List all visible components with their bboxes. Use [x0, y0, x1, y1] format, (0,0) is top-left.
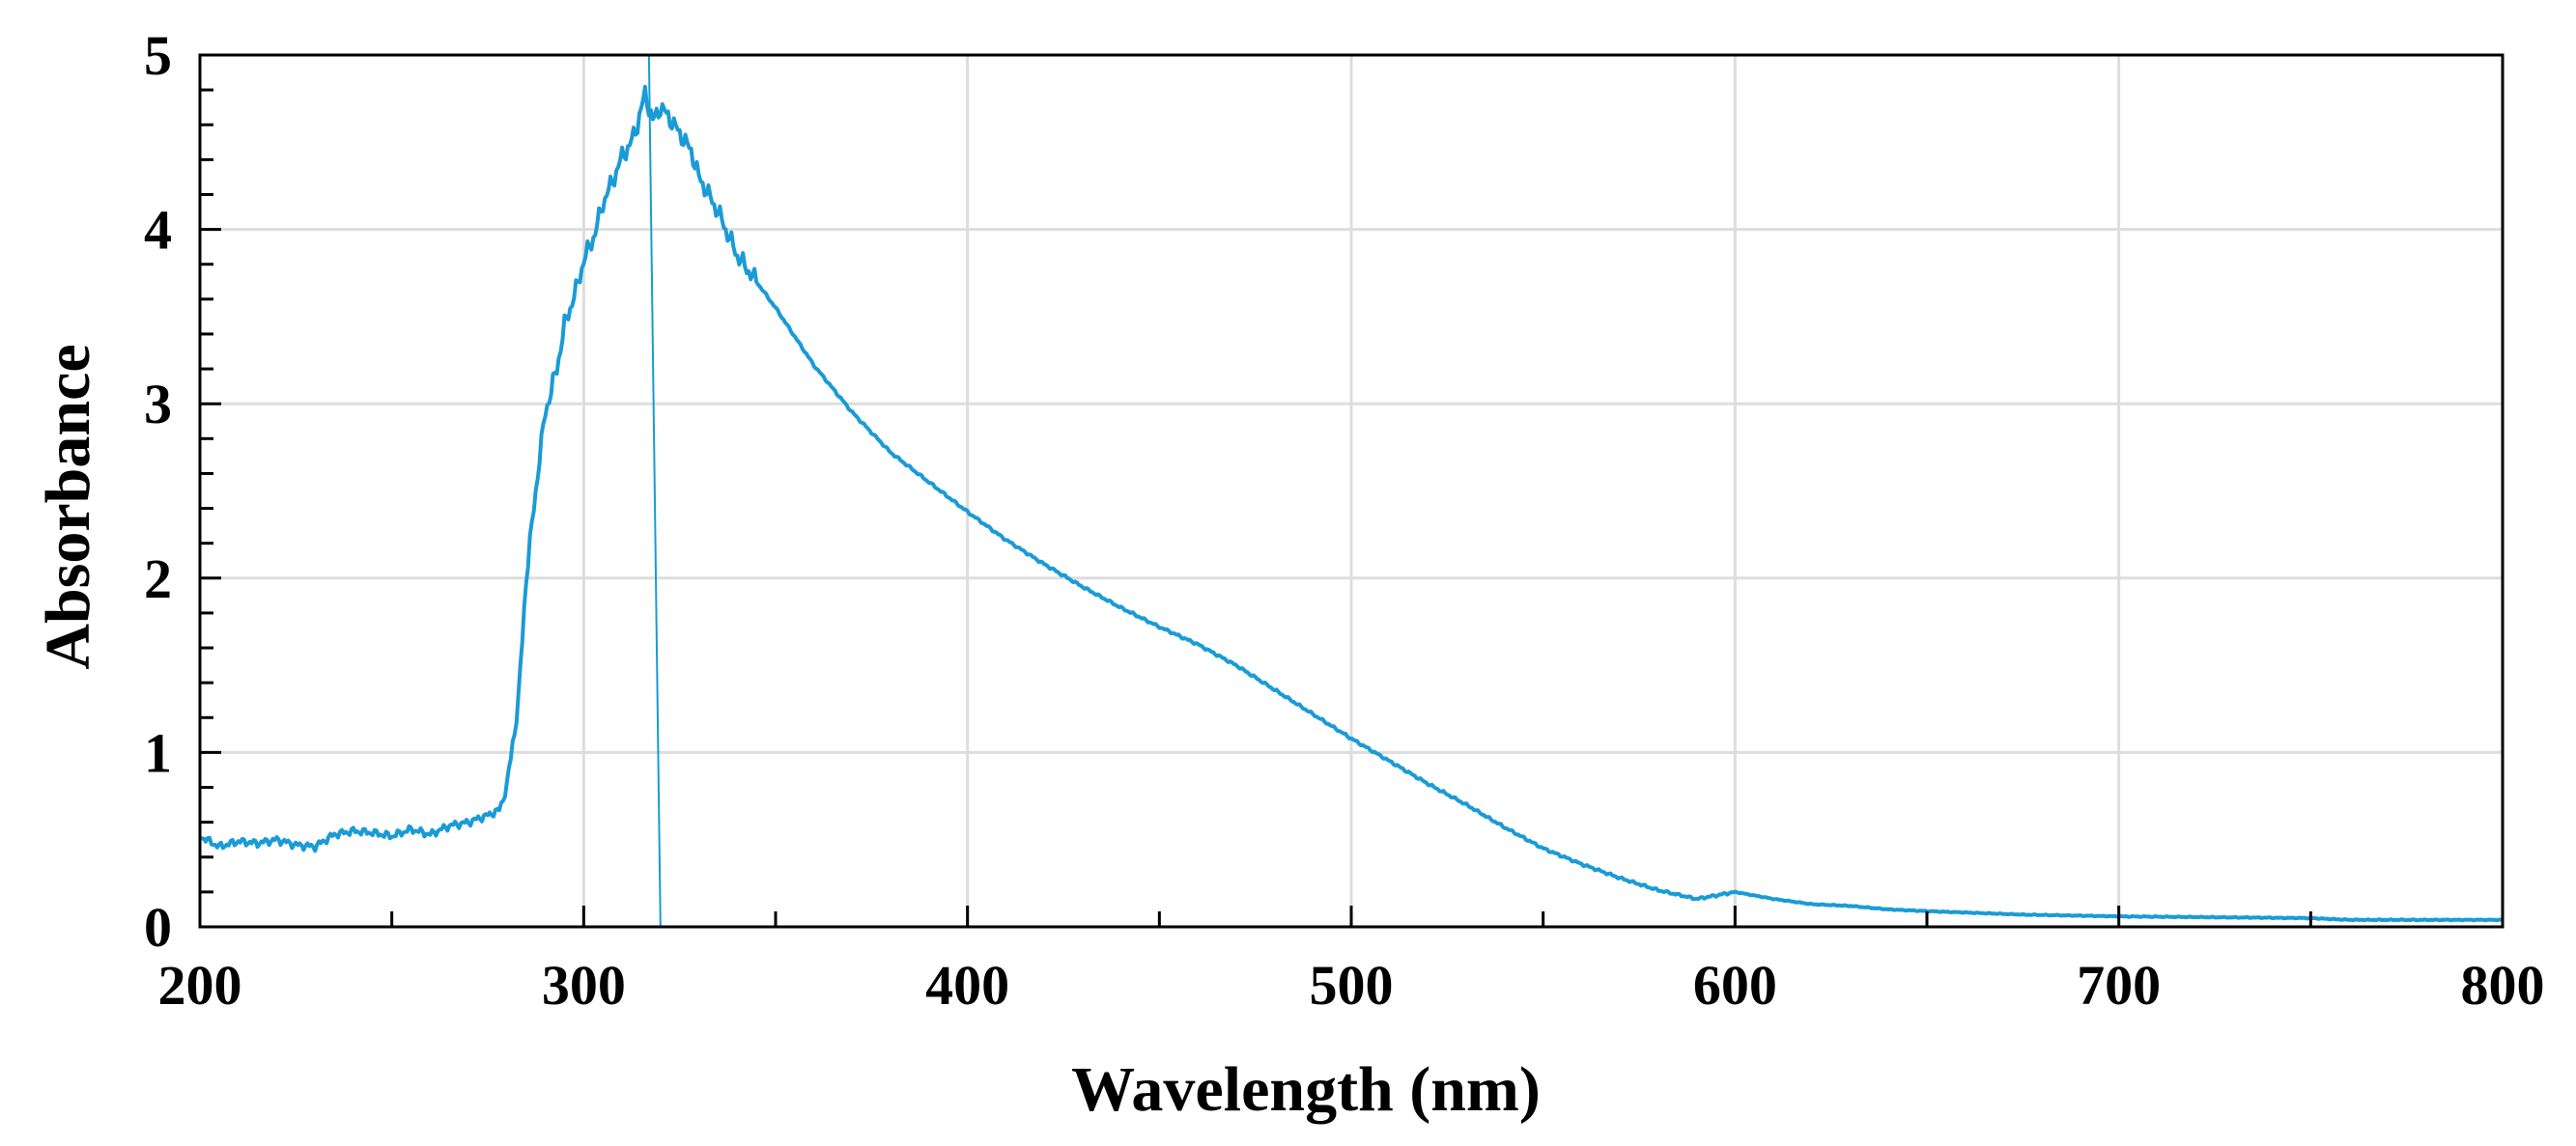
y-tick-label: 3 — [144, 373, 172, 435]
x-tick-label: 600 — [1693, 954, 1777, 1017]
y-tick-label: 2 — [144, 547, 172, 610]
vertical-marker-line — [647, 54, 662, 928]
label-layer: 200 300 400 500 600 700 800 0 1 2 3 4 5 — [144, 24, 2545, 1017]
y-axis-title: Absorbance — [33, 344, 103, 669]
y-tick-label: 4 — [144, 199, 172, 262]
y-tick-label: 0 — [144, 896, 172, 959]
x-tick-label: 500 — [1310, 954, 1394, 1017]
x-tick-label: 200 — [158, 954, 242, 1017]
x-axis-title: Wavelength (nm) — [1071, 1054, 1541, 1125]
y-tick-label: 1 — [144, 721, 172, 784]
tick-layer — [198, 53, 2505, 929]
x-tick-label: 300 — [542, 954, 626, 1017]
x-tick-label: 700 — [2077, 954, 2161, 1017]
y-tick-label: 5 — [144, 24, 172, 87]
x-tick-label: 400 — [925, 954, 1009, 1017]
grid-layer — [200, 55, 2503, 927]
x-tick-label: 800 — [2461, 954, 2545, 1017]
